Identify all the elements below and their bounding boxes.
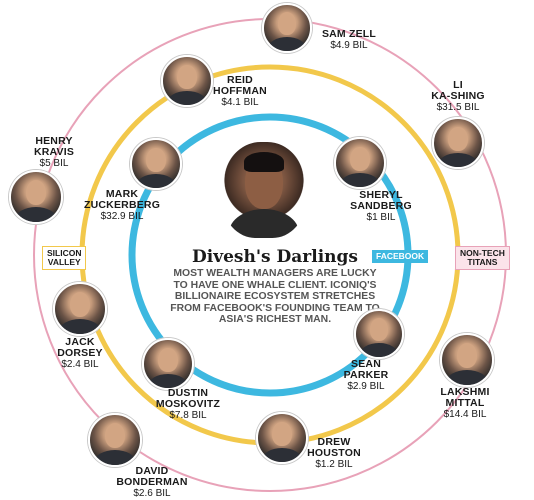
mark-zuckerberg-portrait-icon (130, 138, 182, 190)
chart-title: Divesh's Darlings (192, 247, 358, 267)
reid-hoffman-label: REID HOFFMAN $4.1 BIL (213, 74, 267, 109)
david-bonderman-portrait-icon (88, 413, 142, 467)
non-tech-titans-tag: NON-TECH TITANS (455, 246, 510, 270)
sheryl-sandberg-portrait-icon (334, 137, 386, 189)
drew-houston-label: DREW HOUSTON $1.2 BIL (307, 436, 361, 471)
sam-zell-portrait-icon (262, 3, 312, 53)
jack-dorsey-label: JACK DORSEY $2.4 BIL (57, 336, 103, 371)
reid-hoffman-portrait-icon (161, 55, 213, 107)
henry-kravis-label: HENRY KRAVIS $5 BIL (33, 135, 75, 170)
lakshmi-mittal-portrait-icon (440, 333, 494, 387)
mark-zuckerberg-label: MARK ZUCKERBERG $32.9 BIL (84, 188, 161, 223)
david-bonderman-label: DAVID BONDERMAN $2.6 BIL (116, 465, 188, 500)
divesh-portrait-icon (222, 142, 306, 238)
sheryl-sandberg-label: SHERYL SANDBERG $1 BIL (350, 189, 412, 224)
lakshmi-mittal-label: LAKSHMI MITTAL $14.4 BIL (440, 386, 490, 421)
li-ka-shing-label: LI KA-SHING $31.5 BIL (431, 79, 485, 114)
henry-kravis-portrait-icon (9, 170, 63, 224)
sean-parker-label: SEAN PARKER $2.9 BIL (343, 358, 389, 393)
facebook-tag: FACEBOOK (372, 250, 429, 263)
drew-houston-portrait-icon (256, 412, 308, 464)
dustin-moskovitz-label: DUSTIN MOSKOVITZ $7.8 BIL (155, 387, 221, 422)
sean-parker-portrait-icon (354, 309, 404, 359)
li-ka-shing-portrait-icon (432, 117, 484, 169)
silicon-valley-tag: SILICON VALLEY (42, 246, 87, 270)
chart-description: MOST WEALTH MANAGERS ARE LUCKY TO HAVE O… (170, 268, 380, 326)
dustin-moskovitz-portrait-icon (142, 338, 194, 390)
jack-dorsey-portrait-icon (53, 282, 107, 336)
sam-zell-label: SAM ZELL $4.9 BIL (321, 28, 377, 52)
